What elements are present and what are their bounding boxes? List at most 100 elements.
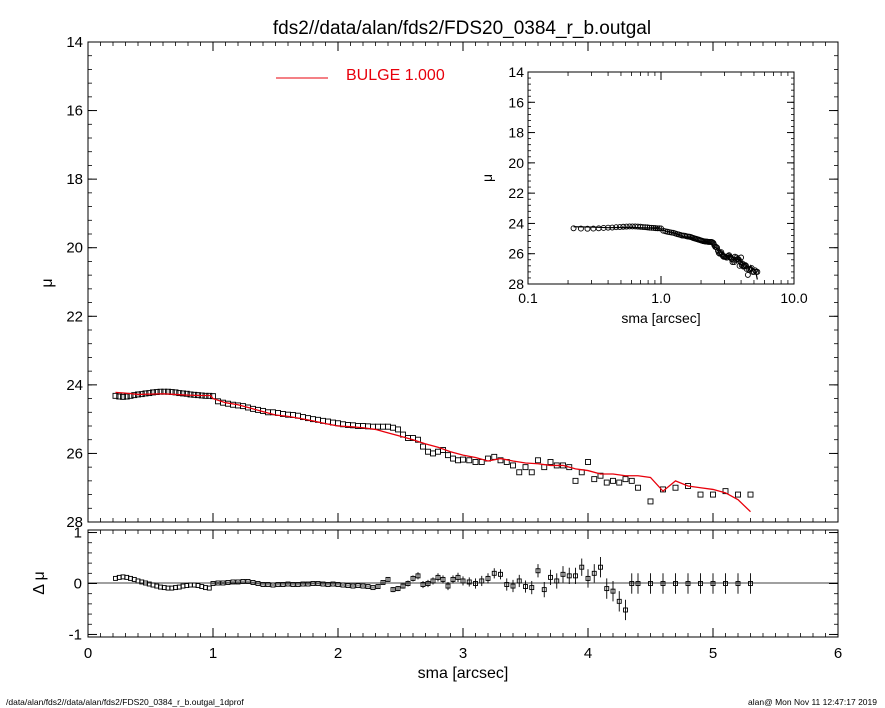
main-data-point (472, 459, 479, 465)
residual-point (375, 584, 381, 590)
residual-point (225, 580, 231, 585)
residual-point (280, 582, 286, 587)
chart-title: fds2//data/alan/fds2/FDS20_0384_r_b.outg… (273, 18, 651, 39)
inset-x-tick-label: 1.0 (651, 290, 671, 306)
residual-point (385, 576, 391, 582)
residual-point (723, 581, 728, 586)
main-y-tick-label: 16 (66, 103, 83, 120)
residual-point (300, 581, 306, 587)
main-data-point (116, 393, 123, 400)
residual-point (573, 573, 578, 579)
inset-data-point (738, 254, 745, 261)
main-data-point (591, 476, 598, 483)
residual-point (541, 587, 547, 593)
residual-point (510, 583, 516, 589)
main-data-point (585, 459, 591, 465)
inset-y-tick-label: 20 (508, 155, 524, 171)
residual-point (395, 586, 401, 592)
main-data-point (566, 464, 573, 471)
residual-point (498, 571, 503, 577)
inset-marks (570, 223, 761, 280)
main-y-tick-label: 14 (66, 34, 83, 51)
residual-point (305, 581, 311, 587)
main-data-point (603, 479, 610, 486)
main-data-point (176, 390, 183, 397)
x-tick-label: 0 (84, 645, 92, 662)
residual-point (455, 574, 461, 580)
residual-point (504, 582, 510, 587)
main-data-point (647, 498, 654, 505)
residual-point (485, 575, 491, 581)
residual-point (206, 585, 212, 591)
residual-point (360, 583, 366, 589)
residual-point (710, 581, 716, 586)
inset-data-point (626, 223, 633, 230)
residual-point (420, 582, 426, 587)
residual-point (591, 570, 597, 576)
inset-x-axis-label: sma [arcsec] (621, 310, 700, 326)
residual-point (365, 584, 371, 590)
main-marks (112, 388, 754, 513)
residual-point (220, 580, 226, 586)
main-y-tick-label: 28 (66, 514, 83, 531)
residual-point (535, 568, 541, 574)
main-data-point (710, 491, 716, 498)
residual-point (235, 579, 241, 585)
inset-data-point (623, 223, 630, 230)
main-data-point (497, 457, 504, 464)
residual-point (265, 582, 271, 587)
residual-point (585, 575, 591, 581)
residual-point (579, 564, 585, 570)
residual-point (335, 582, 341, 587)
residual-point (460, 578, 466, 584)
main-data-point (747, 491, 754, 498)
residual-y-tick-label: 1 (74, 525, 82, 542)
residual-point (285, 581, 291, 587)
residual-point (355, 583, 361, 588)
main-data-point (415, 436, 421, 443)
inset-y-tick-label: 24 (508, 215, 524, 231)
x-tick-label: 1 (209, 645, 217, 662)
legend-label-bulge: BULGE 1.000 (346, 67, 445, 84)
residual-point (435, 574, 441, 580)
residual-point (623, 607, 628, 613)
main-data-point (610, 477, 616, 484)
footer-file-path: /data/alan/fds2//data/alan/fds2/FDS20_03… (6, 697, 244, 707)
residual-point (748, 581, 753, 586)
main-data-point (535, 457, 541, 464)
residual-point (440, 576, 446, 582)
main-data-point (460, 456, 466, 463)
inset-y-tick-label: 28 (508, 276, 524, 292)
residual-point (523, 584, 528, 590)
main-data-point (528, 469, 535, 476)
main-data-point (547, 459, 554, 465)
residual-point (673, 581, 678, 586)
inset-y-tick-label: 16 (508, 94, 524, 110)
residual-point (529, 585, 535, 591)
inset-data-point (577, 225, 584, 232)
main-data-point (180, 390, 186, 397)
x-tick-label: 6 (834, 645, 842, 662)
main-data-point (183, 390, 190, 397)
residual-point (598, 564, 603, 570)
main-data-point (466, 457, 473, 464)
inset-panel: 14 16 18 20 22 24 26 280.1 1.0 10.0 μ sma [arcsec… (479, 64, 808, 326)
main-data-point (522, 464, 529, 471)
inset-y-tick-label: 22 (508, 185, 524, 201)
main-data-point (123, 393, 130, 400)
residual-point (270, 582, 276, 588)
main-data-point (672, 484, 679, 491)
residual-point (425, 581, 431, 586)
x-tick-label: 3 (459, 645, 467, 662)
residual-point (473, 581, 478, 586)
inset-y-tick-label: 26 (508, 246, 524, 262)
residual-point (330, 581, 336, 587)
inset-x-tick-label: 0.1 (518, 290, 538, 306)
main-y-tick-label: 26 (66, 445, 83, 462)
residual-point (616, 598, 622, 604)
residual-point (260, 582, 266, 587)
residual-point (604, 586, 610, 592)
residual-point (295, 582, 301, 587)
